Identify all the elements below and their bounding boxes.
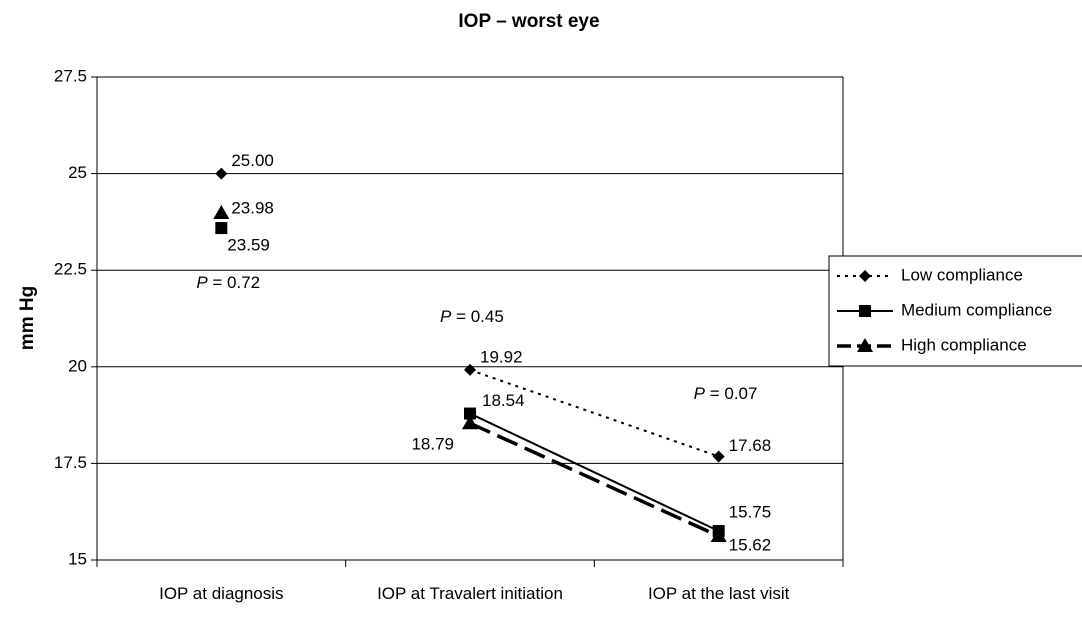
marker xyxy=(712,450,725,463)
legend-label: High compliance xyxy=(901,335,1027,354)
annotation-italic: P xyxy=(196,273,208,292)
marker xyxy=(215,222,228,235)
marker xyxy=(464,363,476,376)
annotation: P = 0.72 xyxy=(196,273,260,292)
data-label: 25.00 xyxy=(231,151,274,170)
chart-title: IOP – worst eye xyxy=(458,11,599,32)
annotation-text: = 0.72 xyxy=(208,273,260,292)
annotation-italic: P xyxy=(694,384,706,403)
data-label: 19.92 xyxy=(480,347,523,366)
data-label: 23.98 xyxy=(231,198,274,217)
data-label: 18.54 xyxy=(482,391,525,410)
y-axis-label: mm Hg xyxy=(17,286,38,350)
marker xyxy=(857,338,873,352)
data-label: 17.68 xyxy=(729,436,772,455)
annotation: P = 0.07 xyxy=(694,384,758,403)
marker xyxy=(710,528,727,543)
y-tick-label: 15 xyxy=(68,549,87,568)
annotation-text: = 0.45 xyxy=(451,307,503,326)
marker xyxy=(859,270,871,282)
marker xyxy=(462,415,478,430)
legend-label: Medium compliance xyxy=(901,300,1052,319)
data-label: 15.75 xyxy=(729,503,772,522)
x-tick-label: IOP at diagnosis xyxy=(159,584,284,603)
legend-label: Low compliance xyxy=(901,265,1023,284)
annotation-text: = 0.07 xyxy=(705,384,757,403)
y-tick-label: 27.5 xyxy=(54,66,87,85)
series-line xyxy=(469,421,720,538)
marker xyxy=(464,407,476,420)
y-tick-label: 17.5 xyxy=(54,453,87,472)
data-label: 18.79 xyxy=(411,435,454,454)
y-tick-label: 20 xyxy=(68,356,87,375)
y-tick-label: 22.5 xyxy=(54,260,87,279)
y-tick-label: 25 xyxy=(68,163,87,182)
legend: Low compliance Medium compliance High comp… xyxy=(828,255,1082,367)
data-label: 15.62 xyxy=(729,536,772,555)
data-label: 23.59 xyxy=(227,236,270,255)
annotation-italic: P xyxy=(440,307,452,326)
annotation: P = 0.45 xyxy=(440,307,504,326)
x-tick-label: IOP at the last visit xyxy=(647,584,790,603)
series-line xyxy=(469,368,719,458)
marker xyxy=(213,205,230,220)
marker xyxy=(215,167,228,180)
marker xyxy=(859,305,871,317)
x-tick-label: IOP at Travalert initiation xyxy=(377,584,563,603)
series-line xyxy=(469,412,720,532)
